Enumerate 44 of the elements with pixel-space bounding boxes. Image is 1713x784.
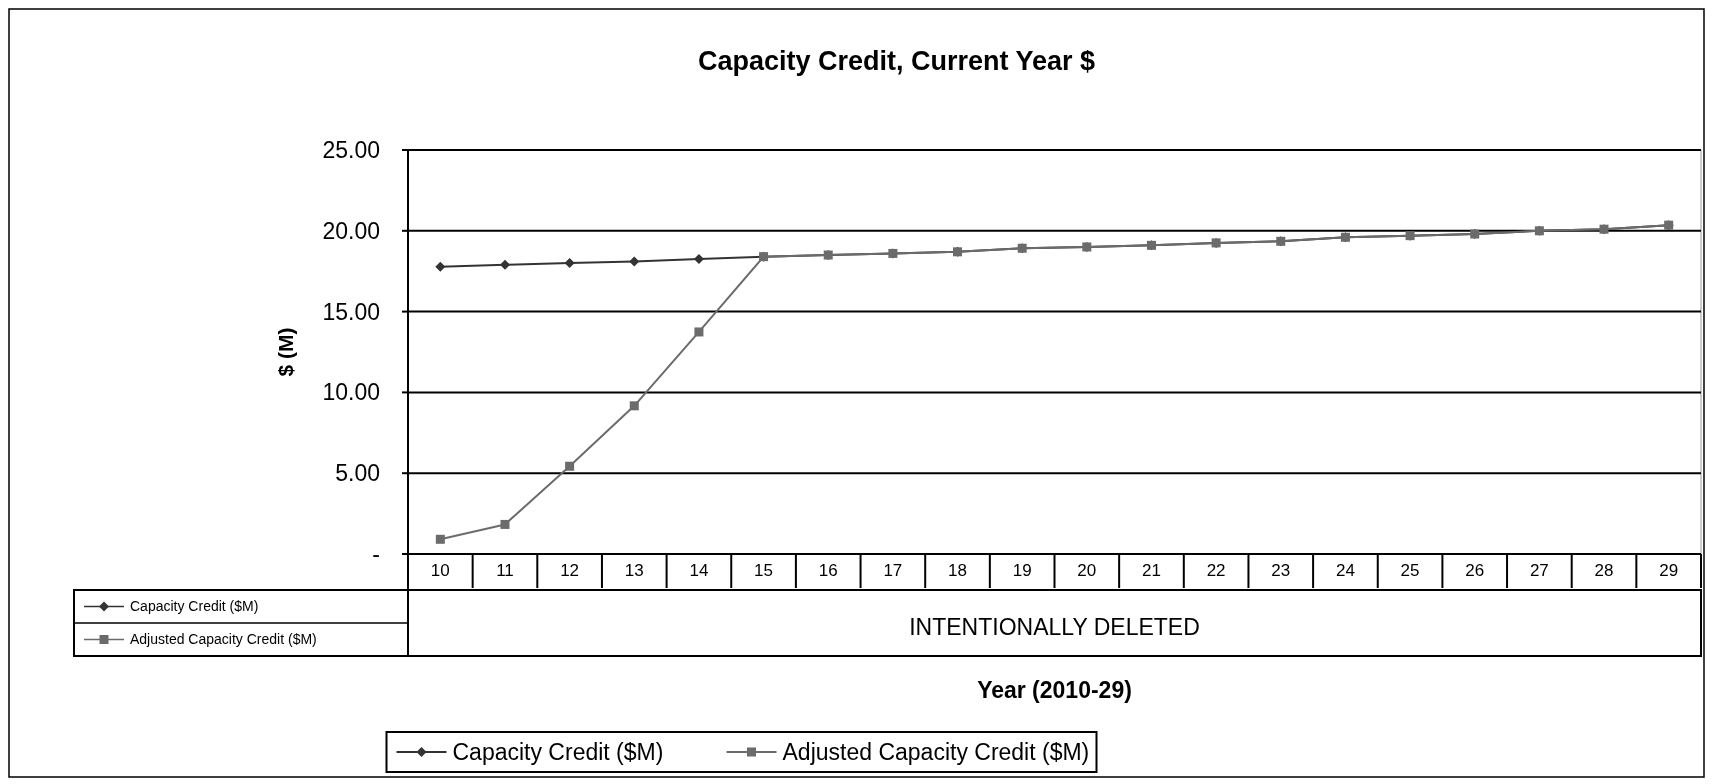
x-tick-label: 13 (624, 561, 644, 580)
chart-title: Capacity Credit, Current Year $ (697, 46, 1096, 76)
x-tick-label: 22 (1206, 561, 1226, 580)
x-axis-title: Year (2010-29) (977, 677, 1132, 703)
text: INTENTIONALLY DELETED (909, 614, 1200, 641)
x-tick-label: 11 (496, 561, 514, 580)
x-tick-label: 18 (948, 561, 967, 580)
y-tick-label: 20.00 (322, 217, 380, 244)
point (435, 261, 446, 272)
y-tick-label: 10.00 (322, 379, 380, 406)
point (565, 461, 575, 471)
y-tick-label: 5.00 (335, 460, 380, 487)
x-tick-label: 25 (1400, 561, 1420, 580)
x-tick-label: 27 (1529, 561, 1549, 580)
point (629, 401, 639, 411)
x-tick-label: 14 (689, 561, 709, 580)
x-tick-label: 10 (430, 561, 450, 580)
point (500, 519, 510, 529)
legend-label: Capacity Credit ($M) (130, 598, 259, 615)
point (499, 259, 510, 270)
x-tick-label: 15 (754, 561, 774, 580)
legend-label: Adjusted Capacity Credit ($M) (130, 631, 317, 648)
x-tick-label: 21 (1142, 561, 1161, 580)
x-tick-label: 28 (1594, 561, 1614, 580)
text: Adjusted Capacity Credit ($M) (782, 739, 1090, 766)
y-axis-title: $ (M) (274, 327, 297, 377)
x-tick-label: 29 (1659, 561, 1679, 580)
y-tick-label: - (372, 541, 380, 568)
x-tick-label: 26 (1465, 561, 1485, 580)
x-tick-label: 12 (560, 561, 580, 580)
x-tick-label: 17 (883, 561, 903, 580)
x-tick-label: 19 (1012, 561, 1032, 580)
x-tick-label: 23 (1271, 561, 1291, 580)
text: Capacity Credit ($M) (452, 739, 664, 766)
point (629, 256, 640, 267)
point (435, 534, 445, 544)
y-tick-label: 25.00 (322, 137, 380, 164)
point (564, 258, 575, 269)
x-tick-label: 20 (1077, 561, 1097, 580)
y-tick-label: 15.00 (322, 298, 380, 325)
x-tick-label: 16 (818, 561, 838, 580)
point (694, 327, 704, 337)
point (693, 254, 704, 265)
x-tick-label: 24 (1335, 561, 1355, 580)
